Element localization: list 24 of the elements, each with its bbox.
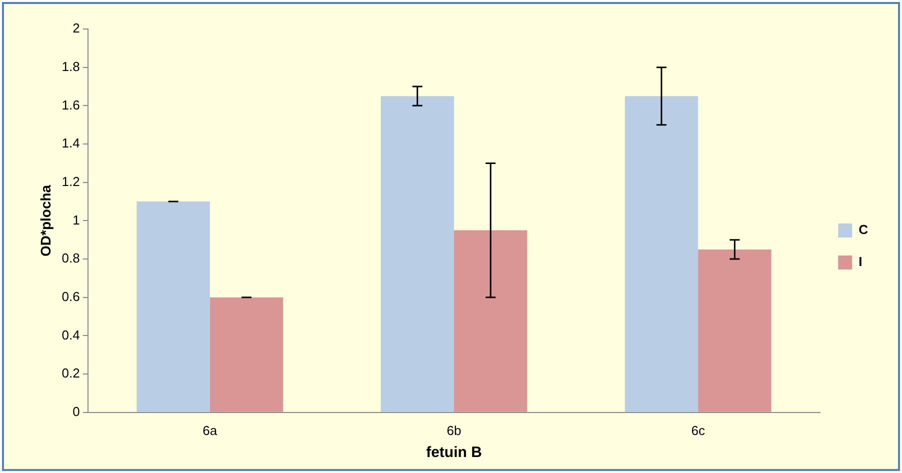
bar — [454, 230, 528, 412]
y-tick-label: 1.4 — [62, 136, 80, 151]
y-tick-label: 0 — [72, 404, 80, 419]
y-tick-label: 1.8 — [62, 58, 80, 74]
y-tick-label: 2 — [72, 20, 80, 36]
y-tick-label: 0.6 — [62, 288, 80, 304]
y-tick-label: 1 — [72, 212, 80, 228]
x-tick-label: 6a — [202, 422, 218, 438]
x-tick-label: 6b — [446, 422, 462, 438]
bar — [698, 249, 772, 412]
legend-label: I — [858, 254, 862, 270]
legend-label: C — [858, 222, 869, 238]
bar — [136, 202, 210, 412]
bar — [380, 96, 454, 412]
bar — [210, 297, 284, 412]
x-axis-title: fetuin B — [426, 444, 482, 462]
x-tick-label: 6c — [691, 422, 706, 438]
y-tick-label: 1.6 — [62, 97, 80, 112]
y-tick-label: 0.4 — [62, 327, 80, 342]
y-tick-label: 0.8 — [62, 250, 80, 266]
y-tick-label: 0.2 — [62, 366, 80, 381]
y-axis-title: OD*plocha — [37, 184, 54, 256]
y-tick-label: 1.2 — [62, 174, 80, 189]
bar — [624, 96, 698, 412]
